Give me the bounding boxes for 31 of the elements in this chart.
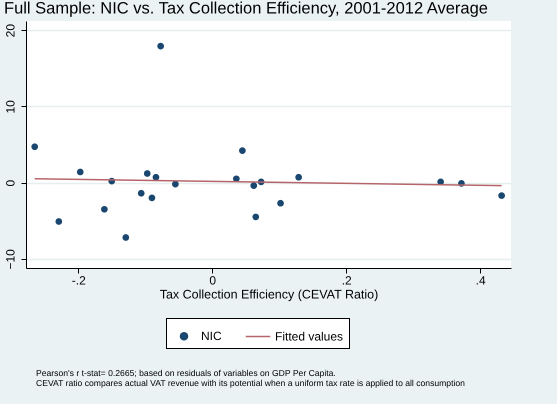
legend-label: NIC (201, 329, 222, 344)
y-tick-label: 0 (4, 179, 18, 186)
point (122, 234, 130, 241)
point (295, 174, 302, 181)
point (498, 192, 505, 199)
x-tick-label: 0 (209, 274, 216, 288)
x-tick-label: .4 (476, 274, 486, 288)
point (239, 147, 246, 154)
point (76, 168, 84, 176)
point (144, 170, 151, 177)
text: CEVAT ratio compares actual VAT revenue with its potential when a uniform tax rate is applied to all consumption (36, 378, 465, 388)
y-tick-label: −10 (4, 248, 18, 270)
point (172, 180, 179, 188)
text: Pearson's r t-stat= 0.2665; based on residuals of variables on GDP Per Capita. (36, 368, 337, 378)
point (31, 143, 38, 150)
point (138, 190, 145, 197)
point (250, 182, 258, 190)
point (148, 194, 156, 202)
point (277, 200, 284, 207)
point (55, 218, 62, 225)
point (101, 206, 108, 213)
point (152, 174, 160, 181)
x-tick-label: .2 (342, 274, 352, 288)
legend-label: Fitted values (275, 330, 344, 344)
point (157, 42, 164, 50)
y-tick-label: 20 (4, 24, 18, 38)
chart-title: Full Sample: NIC vs. Tax Collection Efficiency, 2001-2012 Average (4, 0, 488, 18)
x-tick-label: -.2 (72, 274, 86, 288)
y-tick-label: 10 (4, 100, 18, 114)
x-axis-title: Tax Collection Efficiency (CEVAT Ratio) (160, 288, 378, 302)
point (252, 214, 260, 220)
